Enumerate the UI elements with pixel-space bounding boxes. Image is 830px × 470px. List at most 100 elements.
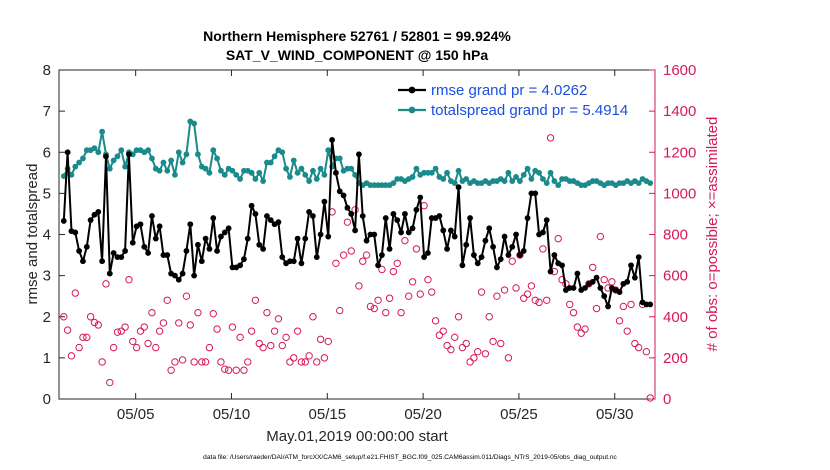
chart-title: Northern Hemisphere 52761 / 52801 = 99.9… — [203, 28, 511, 44]
rmse-point — [348, 211, 355, 217]
rmse-point — [313, 254, 320, 261]
rmse-point — [137, 221, 144, 228]
obs-point — [385, 294, 394, 302]
obs-point — [290, 354, 298, 362]
obs-point — [635, 343, 643, 352]
obs-point — [148, 308, 156, 317]
obs-point — [152, 343, 160, 352]
obs-point — [167, 366, 175, 374]
obs-point — [481, 350, 490, 358]
obs-point — [600, 276, 608, 284]
obs-point — [144, 339, 152, 348]
rmse-point — [455, 184, 462, 191]
obs-point — [370, 304, 378, 313]
obs-point — [240, 366, 248, 374]
obs-point — [592, 304, 601, 313]
rmse-point — [513, 231, 519, 238]
totalspread-point — [195, 151, 201, 158]
obs-point — [466, 358, 474, 366]
rmse-point — [179, 270, 186, 277]
obs-point — [569, 308, 578, 317]
y-right-tick-label: 1600 — [663, 62, 696, 79]
totalspread-point — [175, 149, 182, 156]
rmse-point — [505, 252, 512, 258]
totalspread-point — [348, 165, 355, 172]
rmse-point — [267, 217, 274, 224]
rmse-point — [616, 289, 623, 295]
obs-point — [627, 300, 635, 309]
totalspread-point — [298, 165, 305, 172]
rmse-point — [478, 254, 485, 261]
rmse-point — [118, 254, 125, 261]
rmse-point — [87, 217, 94, 224]
rmse-point — [60, 218, 67, 224]
rmse-point — [145, 250, 152, 256]
rmse-point — [516, 252, 523, 258]
rmse-point — [379, 252, 385, 258]
obs-point — [236, 333, 244, 342]
rmse-point — [574, 270, 581, 277]
y-left-tick-label: 3 — [43, 268, 51, 285]
rmse-point — [103, 153, 109, 160]
totalspread-point — [248, 169, 255, 176]
totalspread-point — [118, 147, 125, 154]
obs-point — [405, 292, 413, 300]
totalspread-point — [505, 169, 512, 176]
obs-point — [508, 257, 516, 265]
totalspread-point — [524, 165, 531, 172]
totalspread-point — [202, 165, 209, 172]
totalspread-point — [409, 174, 416, 180]
obs-point — [305, 352, 313, 360]
y-left-tick-label: 4 — [43, 227, 51, 244]
totalspread-point — [547, 169, 554, 176]
obs-point — [332, 259, 340, 267]
legend-rmse-label: rmse grand pr = 4.0262 — [431, 82, 587, 99]
totalspread-point — [543, 180, 550, 186]
rmse-point — [356, 151, 362, 158]
obs-point — [573, 323, 582, 331]
obs-point — [447, 345, 455, 354]
rmse-point — [405, 229, 412, 236]
obs-point — [619, 302, 628, 311]
rmse-point — [317, 231, 324, 238]
totalspread-point — [76, 159, 83, 166]
rmse-point — [394, 217, 401, 224]
obs-point — [117, 327, 125, 335]
rmse-point — [149, 213, 155, 219]
rmse-point — [99, 258, 106, 265]
rmse-point — [129, 239, 136, 246]
obs-point — [493, 292, 501, 300]
totalspread-point — [80, 155, 86, 162]
obs-point — [577, 329, 585, 337]
rmse-point — [310, 213, 316, 219]
legend-spread-label: totalspread grand pr = 5.4914 — [431, 102, 628, 119]
obs-point — [106, 378, 114, 387]
obs-point — [366, 302, 375, 311]
rmse-point — [520, 248, 527, 254]
obs-point — [251, 296, 260, 304]
legend-rmse-marker — [408, 86, 416, 94]
obs-point — [98, 358, 106, 366]
y-right-tick-label: 1200 — [663, 144, 696, 161]
obs-point — [454, 313, 463, 321]
rmse-point — [467, 215, 473, 221]
rmse-point — [547, 268, 554, 275]
obs-point — [646, 394, 654, 402]
plot-area — [58, 69, 656, 400]
obs-point — [527, 282, 536, 290]
obs-point — [359, 257, 367, 265]
totalspread-point — [72, 163, 79, 170]
rmse-point — [624, 278, 631, 285]
obs-point — [451, 333, 459, 342]
obs-point — [642, 348, 651, 356]
rmse-point — [275, 219, 282, 226]
obs-point — [431, 317, 440, 325]
rmse-point — [382, 215, 389, 221]
totalspread-point — [164, 167, 171, 174]
rmse-point — [559, 262, 565, 269]
rmse-point — [448, 227, 454, 234]
rmse-point — [601, 293, 608, 300]
totalspread-point — [352, 171, 358, 178]
totalspread-point — [509, 178, 516, 184]
obs-point — [221, 365, 229, 373]
